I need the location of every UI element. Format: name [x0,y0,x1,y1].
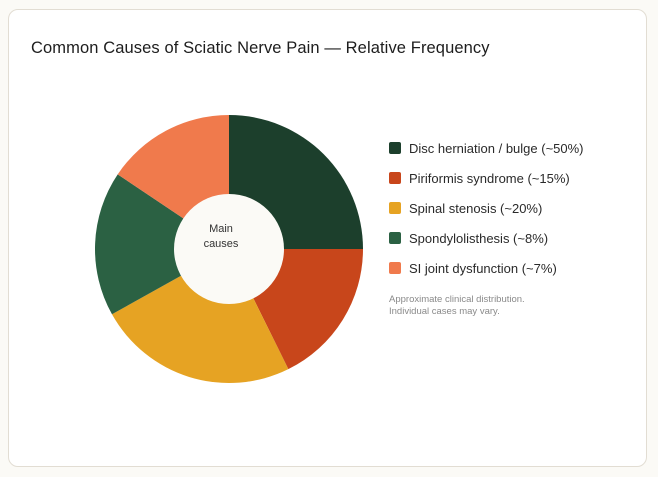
footnote-line1: Approximate clinical distribution. [389,294,525,305]
legend-label: Spondylolisthesis (~8%) [409,230,549,246]
center-label-line1: Main [209,223,233,235]
legend-swatch-icon [389,262,401,274]
legend-item: Spinal stenosis (~20%) [389,193,584,223]
legend-swatch-icon [389,172,401,184]
legend-label: Disc herniation / bulge (~50%) [409,140,584,156]
legend-label: SI joint dysfunction (~7%) [409,260,557,276]
legend-swatch-icon [389,142,401,154]
donut-center-label: Main causes [171,222,271,252]
footnote-line2: Individual cases may vary. [389,306,500,317]
legend-swatch-icon [389,232,401,244]
legend-item: Disc herniation / bulge (~50%) [389,133,584,163]
legend-item: Spondylolisthesis (~8%) [389,223,584,253]
legend: Disc herniation / bulge (~50%) Piriformi… [389,133,584,283]
chart-footnote: Approximate clinical distribution. Indiv… [389,294,525,318]
legend-swatch-icon [389,202,401,214]
pie-slice [95,174,230,315]
donut-hole [174,194,284,304]
legend-item: SI joint dysfunction (~7%) [389,253,584,283]
legend-item: Piriformis syndrome (~15%) [389,163,584,193]
center-label-line2: causes [203,238,239,250]
chart-title: Common Causes of Sciatic Nerve Pain — Re… [31,39,490,57]
legend-label: Spinal stenosis (~20%) [409,200,543,216]
legend-label: Piriformis syndrome (~15%) [409,170,570,186]
